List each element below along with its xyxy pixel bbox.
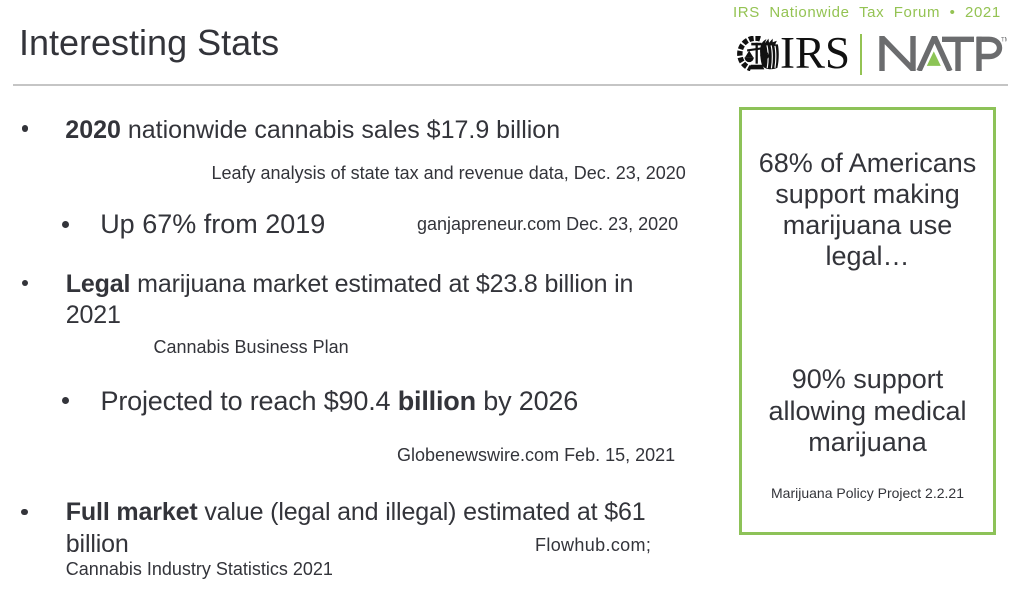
- svg-text:TM: TM: [1001, 38, 1007, 44]
